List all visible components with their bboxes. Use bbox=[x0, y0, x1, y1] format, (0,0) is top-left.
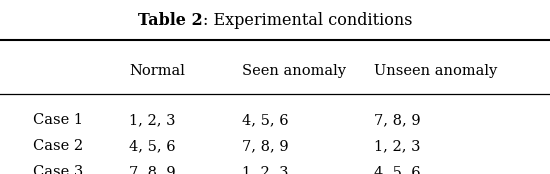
Text: Seen anomaly: Seen anomaly bbox=[242, 64, 346, 78]
Text: 4, 5, 6: 4, 5, 6 bbox=[374, 165, 421, 174]
Text: 4, 5, 6: 4, 5, 6 bbox=[242, 113, 289, 127]
Text: : Experimental conditions: : Experimental conditions bbox=[202, 12, 412, 29]
Text: Case 3: Case 3 bbox=[33, 165, 83, 174]
Text: Case 2: Case 2 bbox=[33, 139, 83, 153]
Text: 7, 8, 9: 7, 8, 9 bbox=[129, 165, 176, 174]
Text: 1, 2, 3: 1, 2, 3 bbox=[129, 113, 176, 127]
Text: Case 1: Case 1 bbox=[33, 113, 83, 127]
Text: 1, 2, 3: 1, 2, 3 bbox=[374, 139, 421, 153]
Text: Table 2: Table 2 bbox=[138, 12, 202, 29]
Text: 4, 5, 6: 4, 5, 6 bbox=[129, 139, 176, 153]
Text: 7, 8, 9: 7, 8, 9 bbox=[242, 139, 289, 153]
Text: Normal: Normal bbox=[129, 64, 185, 78]
Text: 7, 8, 9: 7, 8, 9 bbox=[374, 113, 421, 127]
Text: 1, 2, 3: 1, 2, 3 bbox=[242, 165, 289, 174]
Text: Unseen anomaly: Unseen anomaly bbox=[374, 64, 497, 78]
